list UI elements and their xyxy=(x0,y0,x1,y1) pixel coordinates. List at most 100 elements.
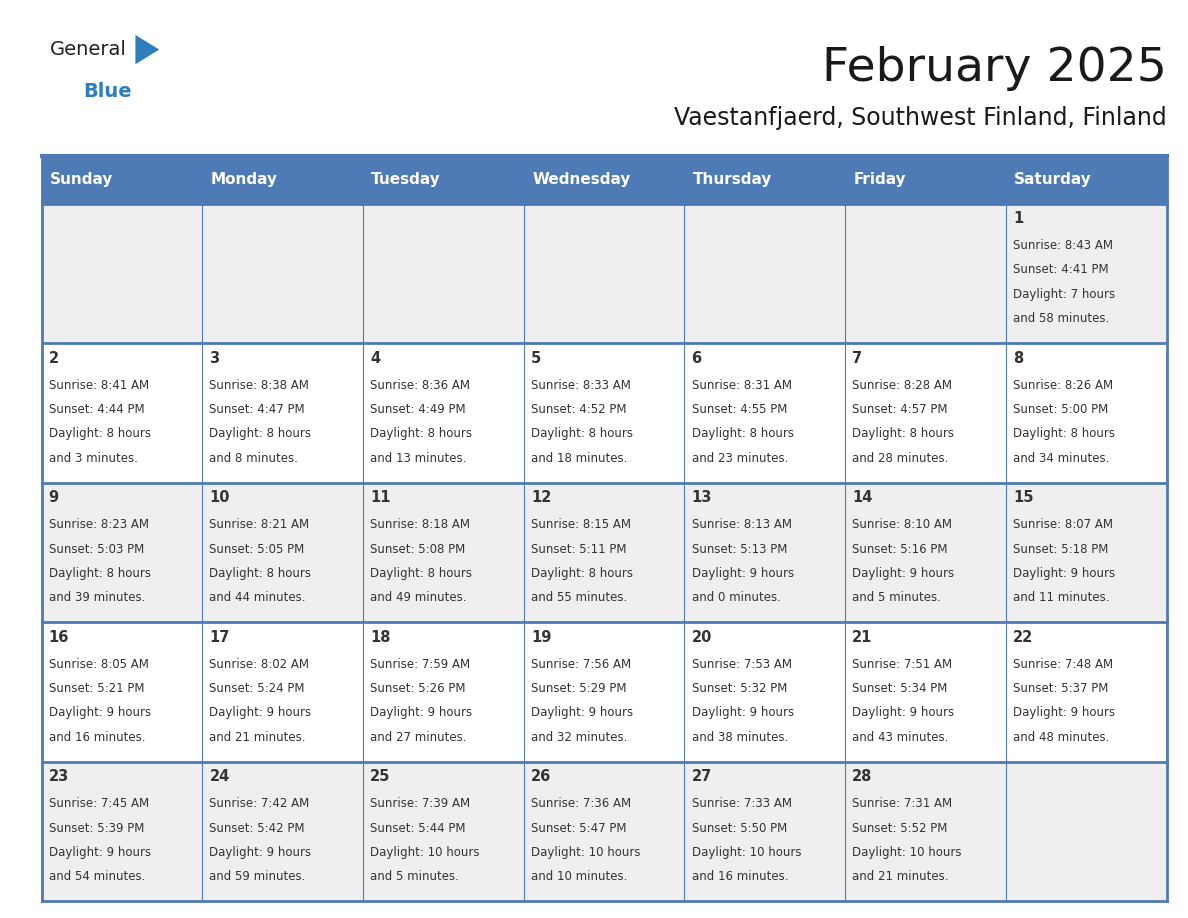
Bar xyxy=(1006,483,1167,622)
Bar xyxy=(42,204,202,343)
Text: 21: 21 xyxy=(852,630,873,644)
Text: Sunrise: 8:05 AM: Sunrise: 8:05 AM xyxy=(49,657,148,671)
Text: 5: 5 xyxy=(531,351,541,365)
Text: Sunset: 5:13 PM: Sunset: 5:13 PM xyxy=(691,543,786,555)
Text: Sunset: 5:03 PM: Sunset: 5:03 PM xyxy=(49,543,144,555)
Text: Sunset: 5:11 PM: Sunset: 5:11 PM xyxy=(531,543,626,555)
Bar xyxy=(202,156,364,204)
Text: 26: 26 xyxy=(531,769,551,784)
Text: 20: 20 xyxy=(691,630,712,644)
Bar xyxy=(684,483,845,622)
Text: and 23 minutes.: and 23 minutes. xyxy=(691,452,788,465)
Bar xyxy=(202,343,364,483)
Text: 4: 4 xyxy=(371,351,380,365)
Bar xyxy=(684,622,845,762)
Text: 25: 25 xyxy=(371,769,391,784)
Text: and 48 minutes.: and 48 minutes. xyxy=(1013,731,1110,744)
Text: 28: 28 xyxy=(852,769,873,784)
Text: Vaestanfjaerd, Southwest Finland, Finland: Vaestanfjaerd, Southwest Finland, Finlan… xyxy=(674,106,1167,129)
Bar xyxy=(202,762,364,901)
Text: Daylight: 10 hours: Daylight: 10 hours xyxy=(371,846,480,859)
Bar xyxy=(845,156,1006,204)
Text: Sunset: 5:08 PM: Sunset: 5:08 PM xyxy=(371,543,466,555)
Text: Sunrise: 7:42 AM: Sunrise: 7:42 AM xyxy=(209,797,310,811)
Text: and 49 minutes.: and 49 minutes. xyxy=(371,591,467,604)
Bar xyxy=(202,483,364,622)
Text: Sunset: 5:47 PM: Sunset: 5:47 PM xyxy=(531,822,626,834)
Text: Sunrise: 8:36 AM: Sunrise: 8:36 AM xyxy=(371,378,470,392)
Text: and 10 minutes.: and 10 minutes. xyxy=(531,870,627,883)
Text: Sunset: 4:41 PM: Sunset: 4:41 PM xyxy=(1013,263,1108,276)
Text: and 0 minutes.: and 0 minutes. xyxy=(691,591,781,604)
Text: Sunrise: 7:45 AM: Sunrise: 7:45 AM xyxy=(49,797,148,811)
Text: and 54 minutes.: and 54 minutes. xyxy=(49,870,145,883)
Text: and 58 minutes.: and 58 minutes. xyxy=(1013,312,1110,325)
Text: Sunrise: 7:33 AM: Sunrise: 7:33 AM xyxy=(691,797,791,811)
Text: Daylight: 9 hours: Daylight: 9 hours xyxy=(691,567,794,580)
Bar xyxy=(1006,622,1167,762)
Text: 27: 27 xyxy=(691,769,712,784)
Text: 22: 22 xyxy=(1013,630,1034,644)
Text: Daylight: 8 hours: Daylight: 8 hours xyxy=(371,567,472,580)
Bar xyxy=(524,483,684,622)
Text: Daylight: 8 hours: Daylight: 8 hours xyxy=(209,567,311,580)
Bar xyxy=(364,622,524,762)
Text: 19: 19 xyxy=(531,630,551,644)
Text: 17: 17 xyxy=(209,630,229,644)
Text: Daylight: 8 hours: Daylight: 8 hours xyxy=(371,428,472,441)
Text: Daylight: 9 hours: Daylight: 9 hours xyxy=(531,707,633,720)
Text: Friday: Friday xyxy=(853,173,906,187)
Text: Daylight: 9 hours: Daylight: 9 hours xyxy=(49,707,151,720)
Text: Sunset: 4:47 PM: Sunset: 4:47 PM xyxy=(209,403,305,416)
Text: Daylight: 9 hours: Daylight: 9 hours xyxy=(209,846,311,859)
Text: Daylight: 9 hours: Daylight: 9 hours xyxy=(691,707,794,720)
Text: and 44 minutes.: and 44 minutes. xyxy=(209,591,307,604)
Text: and 21 minutes.: and 21 minutes. xyxy=(852,870,949,883)
Text: Sunrise: 8:33 AM: Sunrise: 8:33 AM xyxy=(531,378,631,392)
Text: Wednesday: Wednesday xyxy=(532,173,631,187)
Text: Sunrise: 8:31 AM: Sunrise: 8:31 AM xyxy=(691,378,791,392)
Text: Daylight: 9 hours: Daylight: 9 hours xyxy=(209,707,311,720)
Text: Sunset: 5:05 PM: Sunset: 5:05 PM xyxy=(209,543,304,555)
Text: 18: 18 xyxy=(371,630,391,644)
Text: Sunset: 5:16 PM: Sunset: 5:16 PM xyxy=(852,543,948,555)
Text: Sunrise: 8:21 AM: Sunrise: 8:21 AM xyxy=(209,518,310,532)
Text: and 27 minutes.: and 27 minutes. xyxy=(371,731,467,744)
Bar xyxy=(1006,204,1167,343)
Text: Sunset: 5:44 PM: Sunset: 5:44 PM xyxy=(371,822,466,834)
Bar xyxy=(845,622,1006,762)
Bar xyxy=(42,622,202,762)
Polygon shape xyxy=(135,35,159,64)
Bar xyxy=(364,483,524,622)
Bar xyxy=(524,622,684,762)
Text: 13: 13 xyxy=(691,490,712,505)
Text: and 28 minutes.: and 28 minutes. xyxy=(852,452,949,465)
Text: Sunrise: 8:41 AM: Sunrise: 8:41 AM xyxy=(49,378,148,392)
Bar xyxy=(524,343,684,483)
Text: Sunset: 4:55 PM: Sunset: 4:55 PM xyxy=(691,403,786,416)
Text: Sunset: 5:00 PM: Sunset: 5:00 PM xyxy=(1013,403,1108,416)
Text: Daylight: 8 hours: Daylight: 8 hours xyxy=(49,428,151,441)
Bar xyxy=(845,204,1006,343)
Text: and 3 minutes.: and 3 minutes. xyxy=(49,452,138,465)
Text: Daylight: 7 hours: Daylight: 7 hours xyxy=(1013,288,1116,301)
Bar xyxy=(364,204,524,343)
Text: Sunrise: 8:15 AM: Sunrise: 8:15 AM xyxy=(531,518,631,532)
Text: Daylight: 8 hours: Daylight: 8 hours xyxy=(852,428,954,441)
Text: Daylight: 8 hours: Daylight: 8 hours xyxy=(209,428,311,441)
Text: and 39 minutes.: and 39 minutes. xyxy=(49,591,145,604)
Text: Sunrise: 8:28 AM: Sunrise: 8:28 AM xyxy=(852,378,953,392)
Text: 7: 7 xyxy=(852,351,862,365)
Bar xyxy=(1006,156,1167,204)
Text: and 16 minutes.: and 16 minutes. xyxy=(49,731,145,744)
Text: 9: 9 xyxy=(49,490,59,505)
Text: and 59 minutes.: and 59 minutes. xyxy=(209,870,305,883)
Text: 3: 3 xyxy=(209,351,220,365)
Bar xyxy=(845,343,1006,483)
Text: Sunrise: 8:10 AM: Sunrise: 8:10 AM xyxy=(852,518,953,532)
Text: 16: 16 xyxy=(49,630,69,644)
Text: and 32 minutes.: and 32 minutes. xyxy=(531,731,627,744)
Text: and 5 minutes.: and 5 minutes. xyxy=(852,591,941,604)
Text: and 38 minutes.: and 38 minutes. xyxy=(691,731,788,744)
Bar xyxy=(1006,762,1167,901)
